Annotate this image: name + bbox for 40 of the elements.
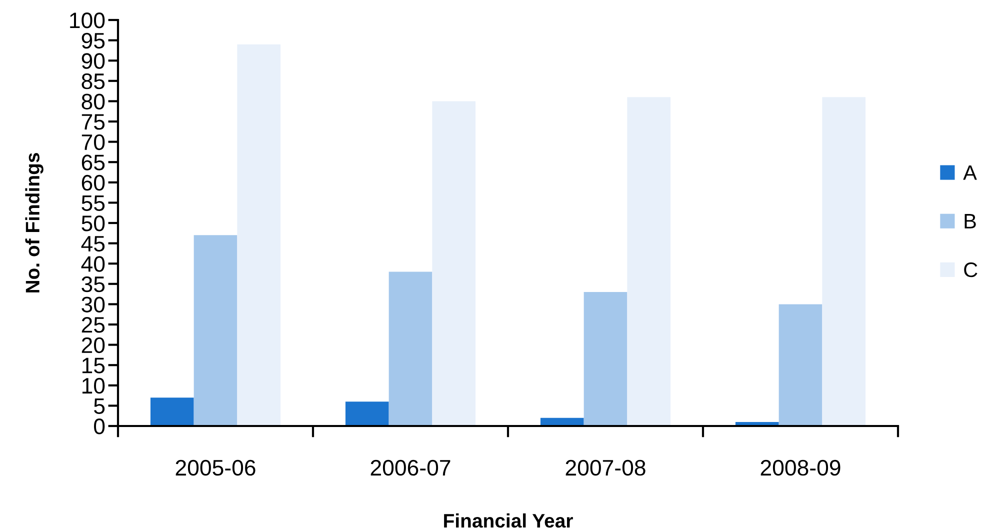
legend-label: B xyxy=(964,214,976,228)
legend-label: C xyxy=(964,262,978,278)
y-tick-label: 90 xyxy=(82,53,105,69)
y-tick-label: 100 xyxy=(70,12,105,28)
y-tick-label: 45 xyxy=(81,236,105,252)
y-axis-title: No. of Findings xyxy=(25,153,44,292)
y-tick-label: 60 xyxy=(82,174,105,191)
bar xyxy=(778,304,822,426)
y-tick-label: 80 xyxy=(82,94,105,110)
bar xyxy=(627,97,671,426)
y-tick-label: 40 xyxy=(81,256,105,272)
bar xyxy=(822,97,866,426)
y-tick-label: 0 xyxy=(94,418,105,434)
y-tick-label: 30 xyxy=(82,296,105,312)
y-tick-label: 10 xyxy=(82,378,105,394)
x-tick-label: 2007-08 xyxy=(566,460,646,476)
legend-label: A xyxy=(963,165,977,180)
y-tick-label: 95 xyxy=(82,32,105,49)
y-tick-label: 35 xyxy=(82,276,105,292)
bar xyxy=(345,402,389,426)
x-tick-label: 2006-07 xyxy=(370,460,450,476)
bar xyxy=(584,292,628,426)
x-axis-title: Financial Year xyxy=(444,513,573,528)
y-tick-label: 20 xyxy=(82,337,105,354)
bar xyxy=(194,235,238,426)
y-tick-label: 5 xyxy=(94,398,105,414)
bar xyxy=(432,101,476,426)
y-tick-label: 65 xyxy=(82,154,105,170)
x-tick-label: 2008-09 xyxy=(760,460,840,476)
bar xyxy=(388,272,432,426)
y-tick-label: 75 xyxy=(82,114,105,130)
y-tick-label: 50 xyxy=(82,216,105,232)
y-tick-label: 25 xyxy=(82,317,105,333)
bar xyxy=(150,398,194,426)
x-tick-label: 2005-06 xyxy=(176,460,256,476)
y-tick-label: 85 xyxy=(82,73,105,90)
y-tick-label: 70 xyxy=(82,134,105,150)
y-tick-label: 15 xyxy=(82,358,105,374)
y-tick-label: 55 xyxy=(82,195,105,211)
bar xyxy=(237,44,281,426)
